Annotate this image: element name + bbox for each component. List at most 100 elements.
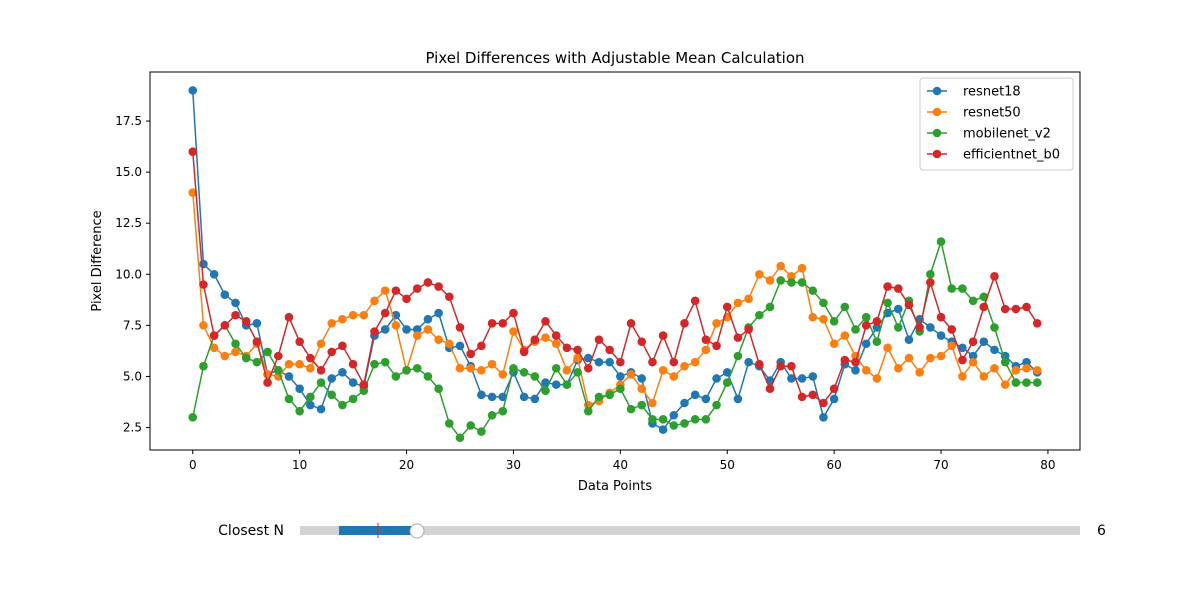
data-point-resnet18 <box>551 380 561 389</box>
data-point-resnet18 <box>199 259 208 269</box>
data-point-mobilenet_v2 <box>690 415 700 424</box>
data-point-mobilenet_v2 <box>370 359 379 369</box>
data-point-mobilenet_v2 <box>658 415 668 424</box>
data-point-resnet50 <box>359 310 369 320</box>
data-point-mobilenet_v2 <box>1032 378 1042 387</box>
data-point-efficientnet_b0 <box>423 278 433 287</box>
data-point-efficientnet_b0 <box>348 359 358 369</box>
data-point-efficientnet_b0 <box>220 321 230 330</box>
data-point-resnet18 <box>797 374 807 383</box>
data-point-efficientnet_b0 <box>819 398 828 408</box>
data-point-resnet18 <box>893 304 903 314</box>
data-point-mobilenet_v2 <box>487 410 497 420</box>
data-point-efficientnet_b0 <box>808 390 818 400</box>
data-point-mobilenet_v2 <box>605 390 614 400</box>
data-point-efficientnet_b0 <box>787 361 796 371</box>
data-point-efficientnet_b0 <box>883 282 892 291</box>
y-tick-label: 15.0 <box>115 165 142 179</box>
data-point-resnet18 <box>455 341 465 351</box>
data-point-efficientnet_b0 <box>295 337 304 347</box>
data-point-mobilenet_v2 <box>188 413 198 422</box>
data-point-efficientnet_b0 <box>370 327 379 336</box>
data-point-resnet50 <box>509 327 518 336</box>
data-point-resnet50 <box>872 374 882 383</box>
data-point-efficientnet_b0 <box>722 302 732 312</box>
data-point-resnet50 <box>861 366 871 375</box>
data-point-efficientnet_b0 <box>616 357 625 367</box>
data-point-efficientnet_b0 <box>958 355 967 365</box>
x-tick-label: 70 <box>933 458 948 472</box>
data-point-efficientnet_b0 <box>947 325 957 334</box>
legend-item-resnet50: resnet50 <box>927 106 1021 121</box>
data-point-mobilenet_v2 <box>776 276 785 285</box>
data-point-resnet18 <box>787 374 796 383</box>
slider-handle[interactable] <box>409 523 425 539</box>
data-point-efficientnet_b0 <box>477 341 486 351</box>
data-point-mobilenet_v2 <box>947 284 957 293</box>
data-point-resnet18 <box>412 325 422 334</box>
data-point-resnet50 <box>904 353 914 363</box>
data-point-resnet50 <box>776 261 785 271</box>
data-point-resnet18 <box>958 343 967 353</box>
data-point-efficientnet_b0 <box>840 355 850 365</box>
x-tick-label: 50 <box>720 458 735 472</box>
data-point-mobilenet_v2 <box>936 237 946 246</box>
slider-track[interactable] <box>300 526 1080 535</box>
data-point-resnet18 <box>348 378 358 387</box>
data-point-resnet18 <box>327 374 337 383</box>
data-point-resnet50 <box>1032 366 1042 375</box>
data-point-mobilenet_v2 <box>829 316 839 326</box>
data-point-resnet50 <box>648 398 657 408</box>
data-point-resnet50 <box>380 286 390 295</box>
data-point-resnet50 <box>477 366 486 375</box>
data-point-resnet18 <box>712 374 721 383</box>
data-point-resnet50 <box>412 331 422 340</box>
legend-marker <box>932 86 942 96</box>
data-point-resnet50 <box>573 353 582 363</box>
data-point-resnet50 <box>370 296 379 306</box>
y-tick-label: 2.5 <box>123 421 142 435</box>
data-point-mobilenet_v2 <box>252 357 262 367</box>
data-point-efficientnet_b0 <box>926 278 935 287</box>
data-point-efficientnet_b0 <box>594 335 604 344</box>
data-point-efficientnet_b0 <box>209 331 219 340</box>
data-point-mobilenet_v2 <box>893 323 903 332</box>
slider-label: Closest N <box>218 523 284 539</box>
data-point-efficientnet_b0 <box>680 319 689 328</box>
data-point-efficientnet_b0 <box>573 345 582 355</box>
data-point-efficientnet_b0 <box>380 308 390 318</box>
data-point-mobilenet_v2 <box>402 366 411 375</box>
data-point-efficientnet_b0 <box>284 312 294 322</box>
data-point-resnet18 <box>990 345 999 355</box>
series-layer <box>188 86 1042 443</box>
data-point-mobilenet_v2 <box>380 357 390 367</box>
data-point-resnet50 <box>498 370 508 379</box>
data-point-resnet18 <box>904 335 914 344</box>
legend: resnet18 resnet50 mobilenet_v2 efficientnet… <box>919 77 1074 171</box>
data-point-resnet18 <box>744 357 753 367</box>
data-point-resnet18 <box>1022 357 1031 367</box>
closest-n-slider[interactable] <box>300 523 1080 539</box>
legend-item-resnet18: resnet18 <box>927 85 1021 100</box>
data-point-resnet18 <box>701 394 711 404</box>
data-point-resnet50 <box>188 188 198 197</box>
data-point-resnet18 <box>616 372 625 381</box>
legend-marker <box>932 149 942 159</box>
data-point-mobilenet_v2 <box>573 368 582 377</box>
data-point-efficientnet_b0 <box>893 284 903 293</box>
data-point-resnet50 <box>316 339 326 349</box>
data-point-mobilenet_v2 <box>637 400 647 410</box>
data-point-resnet18 <box>979 337 989 347</box>
data-point-resnet50 <box>968 357 978 367</box>
data-point-resnet50 <box>209 343 219 353</box>
data-point-mobilenet_v2 <box>851 325 860 334</box>
data-point-resnet18 <box>252 319 262 328</box>
legend-item-mobilenet_v2: mobilenet_v2 <box>927 127 1051 142</box>
data-point-resnet50 <box>990 363 999 373</box>
data-point-resnet50 <box>562 366 572 375</box>
x-axis-label: Data Points <box>578 479 652 494</box>
data-point-efficientnet_b0 <box>1000 304 1010 314</box>
data-point-efficientnet_b0 <box>273 351 283 361</box>
data-point-resnet50 <box>1011 366 1021 375</box>
data-point-resnet18 <box>487 392 497 402</box>
